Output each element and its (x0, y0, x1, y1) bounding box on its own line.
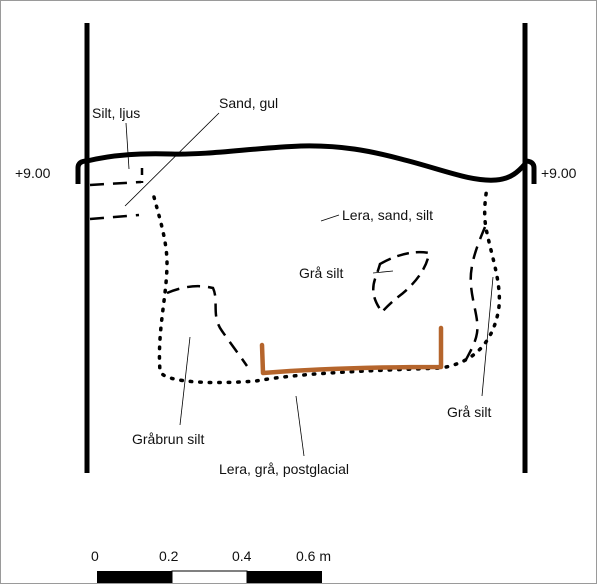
scale-bar: 0 0.2 0.4 0.6 m (91, 548, 331, 583)
label-silt-ljus: Silt, ljus (92, 105, 140, 121)
grabrun-silt-boundary (166, 284, 249, 367)
leader-gra-silt-right (481, 276, 494, 397)
label-elevation-right: +9.00 (541, 165, 577, 181)
gra-silt-lens-boundary (372, 250, 431, 315)
pit-outline-dotted (152, 185, 502, 385)
scale-segment-white (171, 570, 248, 583)
leader-silt-ljus (125, 122, 130, 170)
bottom-deposit-line (259, 325, 444, 376)
leader-sand-gul (124, 112, 220, 207)
scale-tick-label: 0.2 (159, 548, 179, 564)
right-elevation-hook (524, 158, 537, 184)
silt-boundary-dash-lower (89, 213, 140, 221)
leader-lera-postglacial (295, 395, 305, 457)
scale-tick-label: 0.6 m (296, 548, 331, 564)
label-sand-gul: Sand, gul (219, 95, 278, 111)
label-gra-silt-right: Grå silt (447, 404, 491, 420)
ground-surface-line (84, 143, 528, 183)
scale-tick-label: 0.4 (232, 548, 252, 564)
label-grabrun-silt: Gråbrun silt (132, 431, 204, 447)
scale-segment-black (97, 571, 172, 583)
silt-boundary-dash-upper (89, 180, 142, 187)
scale-segment-black (247, 571, 322, 583)
label-gra-silt-inner: Grå silt (299, 265, 343, 281)
label-elevation-left: +9.00 (15, 165, 51, 181)
label-lera-sand-silt: Lera, sand, silt (342, 207, 433, 223)
label-lera-postglacial: Lera, grå, postglacial (219, 461, 349, 477)
scale-tick-label: 0 (91, 548, 99, 564)
leader-grabrun-silt (179, 336, 191, 426)
leader-gra-silt-inner (372, 270, 394, 274)
leader-lera-sand-silt (320, 214, 340, 222)
gra-silt-right-boundary (461, 226, 487, 367)
